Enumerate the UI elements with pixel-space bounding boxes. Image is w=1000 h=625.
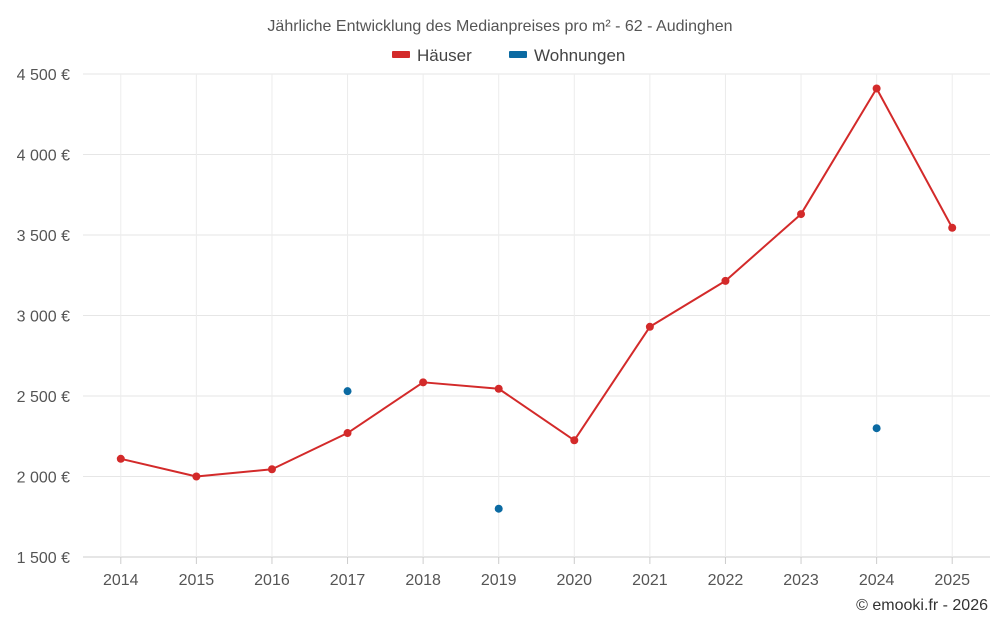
y-tick-label: 1 500 €	[17, 550, 70, 567]
x-tick-label: 2015	[179, 572, 215, 589]
x-axis: 2014 2015 2016 2017 2018 2019 2020 2021 2022 2023…	[103, 557, 970, 589]
series-layer	[116, 84, 957, 513]
series-wohnungen	[343, 387, 881, 513]
credit-text: © emooki.fr - 2026	[856, 597, 988, 614]
legend-label: Häuser	[417, 46, 472, 65]
data-point	[267, 465, 276, 474]
data-point	[343, 429, 352, 438]
legend-swatch	[392, 51, 410, 58]
data-point	[645, 322, 654, 331]
data-point	[570, 436, 579, 445]
legend-label: Wohnungen	[534, 46, 625, 65]
x-tick-label: 2025	[934, 572, 970, 589]
x-tick-label: 2017	[330, 572, 366, 589]
x-tick-label: 2024	[859, 572, 895, 589]
y-axis: 1 500 € 2 000 € 2 500 € 3 000 € 3 500 € 4 000…	[17, 67, 70, 567]
data-point	[419, 378, 428, 387]
y-tick-label: 4 500 €	[17, 67, 70, 84]
series-line	[120, 87, 954, 478]
data-point	[872, 84, 881, 93]
data-point	[872, 424, 881, 433]
x-tick-label: 2022	[708, 572, 744, 589]
grid	[83, 73, 990, 558]
x-tick-label: 2014	[103, 572, 139, 589]
x-tick-label: 2020	[556, 572, 592, 589]
y-tick-label: 3 500 €	[17, 228, 70, 245]
data-point	[797, 210, 806, 219]
data-point	[494, 384, 503, 393]
y-tick-label: 2 000 €	[17, 470, 70, 487]
legend-swatch	[509, 51, 527, 58]
series-häuser	[116, 84, 957, 481]
x-tick-label: 2018	[405, 572, 441, 589]
x-tick-label: 2021	[632, 572, 668, 589]
x-tick-label: 2016	[254, 572, 290, 589]
data-point	[192, 472, 201, 481]
data-point	[721, 276, 730, 285]
x-tick-label: 2019	[481, 572, 517, 589]
data-point	[494, 504, 503, 513]
data-point	[116, 454, 125, 463]
x-tick-label: 2023	[783, 572, 819, 589]
y-tick-label: 2 500 €	[17, 389, 70, 406]
data-point	[948, 223, 957, 232]
data-point	[343, 387, 352, 396]
y-tick-label: 3 000 €	[17, 309, 70, 326]
chart-title: Jährliche Entwicklung des Medianpreises …	[267, 18, 732, 35]
legend: Häuser Wohnungen	[392, 46, 625, 65]
y-tick-label: 4 000 €	[17, 148, 70, 165]
